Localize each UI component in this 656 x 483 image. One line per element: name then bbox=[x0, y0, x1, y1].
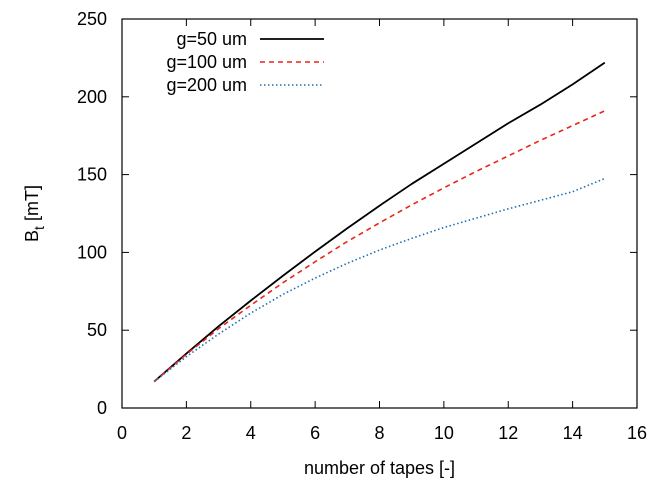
series-line-2 bbox=[153, 110, 606, 383]
axis-ticks: 0 2 4 6 8 10 12 14 16 0 50 100 150 200 250 bbox=[77, 9, 647, 443]
y-tick-label: 150 bbox=[77, 165, 107, 185]
y-tick-label: 200 bbox=[77, 87, 107, 107]
x-tick-label: 2 bbox=[181, 423, 191, 443]
x-tick-label: 4 bbox=[246, 423, 256, 443]
y-axis-label-unit: [mT] bbox=[22, 185, 42, 226]
y-tick-label: 100 bbox=[77, 242, 107, 262]
legend-label-2: g=100 um bbox=[166, 52, 247, 72]
y-axis-label-main: B bbox=[22, 230, 42, 242]
x-tick-label: 12 bbox=[498, 423, 518, 443]
y-axis-label: Bt [mT] bbox=[22, 185, 47, 242]
x-tick-label: 8 bbox=[374, 423, 384, 443]
series-line-3 bbox=[153, 177, 606, 383]
x-tick-label: 10 bbox=[434, 423, 454, 443]
x-tick-label: 16 bbox=[627, 423, 647, 443]
x-tick-label: 14 bbox=[563, 423, 583, 443]
legend-label-1: g=50 um bbox=[176, 29, 247, 49]
y-tick-label: 250 bbox=[77, 9, 107, 29]
legend-label-3: g=200 um bbox=[166, 75, 247, 95]
x-tick-label: 6 bbox=[310, 423, 320, 443]
x-tick-label: 0 bbox=[117, 423, 127, 443]
y-tick-label: 0 bbox=[97, 398, 107, 418]
y-tick-label: 50 bbox=[87, 320, 107, 340]
series-line-1 bbox=[153, 61, 606, 383]
x-axis-label: number of tapes [-] bbox=[304, 458, 455, 478]
y-axis-label-subscript: t bbox=[31, 226, 47, 230]
series-group bbox=[153, 61, 606, 383]
legend: g=50 um g=100 um g=200 um bbox=[166, 29, 324, 95]
